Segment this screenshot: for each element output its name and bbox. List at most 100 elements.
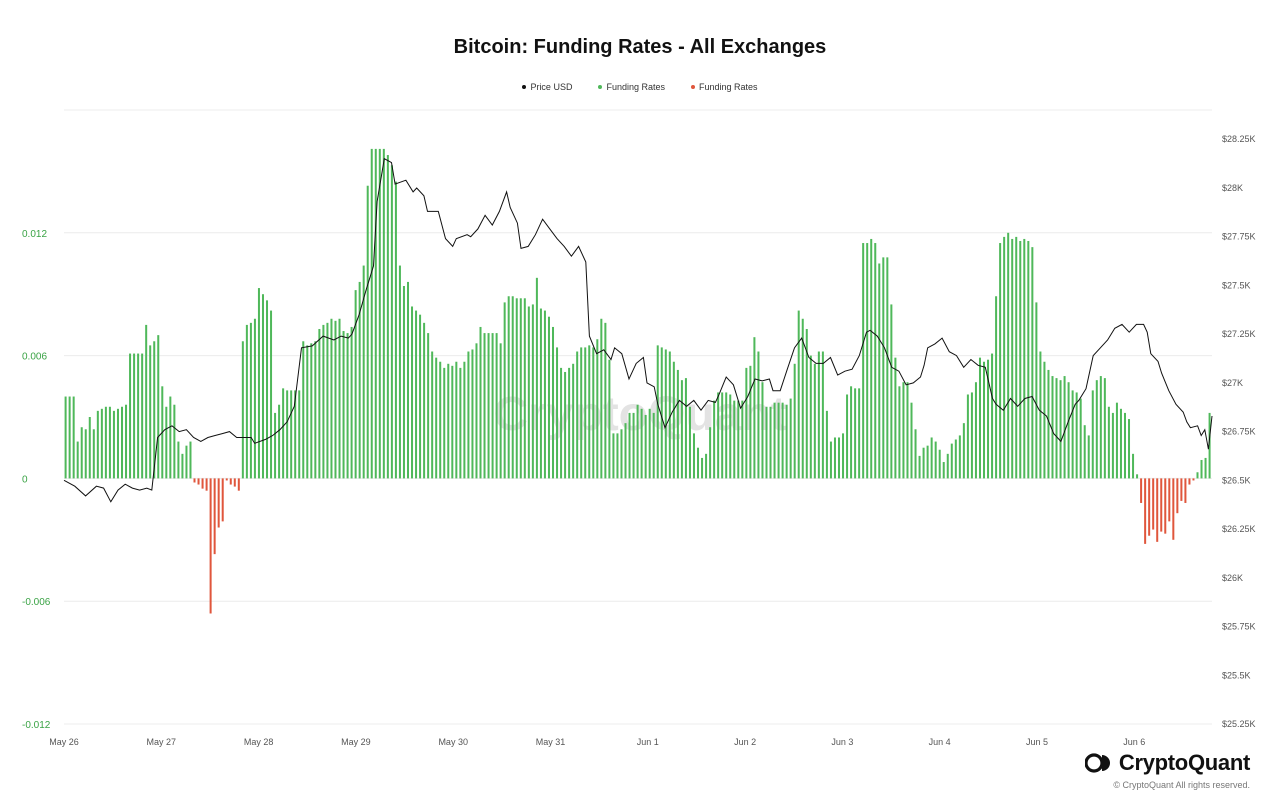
funding-bar-222: [958, 435, 961, 479]
funding-bar-17: [133, 353, 136, 479]
funding-bar-129: [584, 347, 587, 479]
funding-bar-178: [781, 402, 784, 479]
funding-bar-94: [443, 367, 446, 479]
funding-bar-189: [825, 410, 828, 479]
x-tick-label-4: May 30: [438, 737, 468, 747]
funding-bar-85: [406, 281, 409, 479]
funding-bar-71: [350, 326, 353, 479]
funding-bar-244: [1047, 369, 1050, 479]
funding-bar-251: [1075, 392, 1078, 479]
funding-bar-156: [692, 433, 695, 479]
funding-bar-265: [1132, 453, 1135, 479]
funding-bar-152: [676, 369, 679, 479]
funding-bar-41: [229, 478, 232, 485]
funding-bar-70: [346, 333, 349, 479]
funding-bar-172: [757, 351, 760, 479]
funding-bar-237: [1019, 240, 1022, 479]
legend-label-funding-positive: Funding Rates: [606, 82, 665, 92]
funding-bar-210: [910, 402, 913, 479]
funding-bar-234: [1007, 232, 1010, 479]
funding-bar-138: [620, 429, 623, 479]
funding-bar-68: [338, 318, 341, 479]
funding-bar-87: [415, 310, 418, 479]
funding-bar-124: [564, 371, 567, 479]
funding-bar-257: [1099, 376, 1102, 479]
legend-item-price[interactable]: Price USD: [522, 82, 572, 92]
funding-bar-158: [701, 457, 704, 479]
funding-bar-73: [358, 281, 361, 479]
funding-bar-42: [233, 478, 236, 487]
funding-bar-166: [733, 400, 736, 479]
funding-bar-13: [116, 408, 119, 479]
funding-bar-2: [72, 396, 75, 479]
funding-bar-67: [334, 320, 337, 479]
funding-bar-72: [354, 290, 357, 479]
brand-name: CryptoQuant: [1118, 750, 1250, 775]
funding-bar-228: [983, 361, 986, 479]
funding-bar-50: [266, 300, 269, 479]
funding-bar-165: [729, 394, 732, 479]
funding-bar-22: [153, 341, 156, 479]
funding-bar-200: [870, 238, 873, 479]
funding-bar-187: [817, 351, 820, 479]
funding-bar-57: [294, 390, 297, 479]
funding-bar-52: [274, 412, 277, 479]
funding-bar-167: [737, 400, 740, 479]
funding-bar-96: [451, 365, 454, 479]
funding-bar-281: [1196, 472, 1199, 479]
funding-bar-216: [934, 441, 937, 479]
funding-bar-83: [398, 265, 401, 479]
funding-bar-174: [765, 406, 768, 479]
funding-bar-21: [149, 345, 152, 479]
funding-bar-32: [193, 478, 196, 483]
funding-bar-31: [189, 441, 192, 479]
funding-bar-272: [1160, 478, 1163, 532]
funding-bar-128: [580, 347, 583, 479]
legend: Price USD Funding Rates Funding Rates: [0, 82, 1280, 92]
x-tick-label-7: Jun 2: [734, 737, 756, 747]
funding-bar-179: [785, 404, 788, 479]
funding-bar-267: [1140, 478, 1143, 503]
funding-bar-61: [310, 343, 313, 479]
funding-bar-14: [121, 406, 124, 479]
funding-bar-137: [616, 433, 619, 479]
funding-bar-19: [141, 353, 144, 479]
funding-bar-180: [789, 398, 792, 479]
funding-bar-250: [1071, 390, 1074, 479]
funding-bar-125: [568, 367, 571, 479]
funding-bar-182: [797, 310, 800, 479]
funding-bar-226: [974, 382, 977, 479]
left-tick-label-4: 0.012: [22, 229, 47, 240]
funding-bar-51: [270, 310, 273, 479]
x-tick-label-11: Jun 6: [1123, 737, 1145, 747]
funding-bar-105: [487, 333, 490, 479]
funding-rate-bars: [64, 148, 1211, 614]
funding-bar-11: [108, 406, 111, 479]
funding-bar-273: [1164, 478, 1167, 534]
funding-bar-176: [773, 402, 776, 479]
funding-bar-199: [866, 243, 869, 479]
legend-item-funding-positive[interactable]: Funding Rates: [598, 82, 665, 92]
funding-bar-84: [402, 286, 405, 479]
funding-bar-196: [854, 388, 857, 479]
legend-item-funding-negative[interactable]: Funding Rates: [691, 82, 758, 92]
chart-title: Bitcoin: Funding Rates - All Exchanges: [453, 36, 827, 58]
funding-bar-49: [261, 294, 264, 479]
funding-bar-203: [882, 257, 885, 479]
funding-bar-1: [68, 396, 71, 479]
funding-bar-254: [1087, 435, 1090, 479]
funding-bar-213: [922, 447, 925, 479]
copyright-text: © CryptoQuant All rights reserved.: [1113, 780, 1250, 790]
funding-bar-140: [628, 412, 631, 479]
funding-bar-63: [318, 328, 321, 479]
funding-bar-36: [209, 478, 212, 614]
funding-bar-110: [507, 296, 510, 479]
funding-bar-18: [137, 353, 140, 479]
funding-bar-238: [1023, 238, 1026, 479]
funding-bar-119: [543, 310, 546, 479]
funding-bar-217: [938, 449, 941, 479]
funding-bar-231: [995, 296, 998, 479]
funding-bar-258: [1103, 378, 1106, 479]
legend-label-funding-negative: Funding Rates: [699, 82, 758, 92]
